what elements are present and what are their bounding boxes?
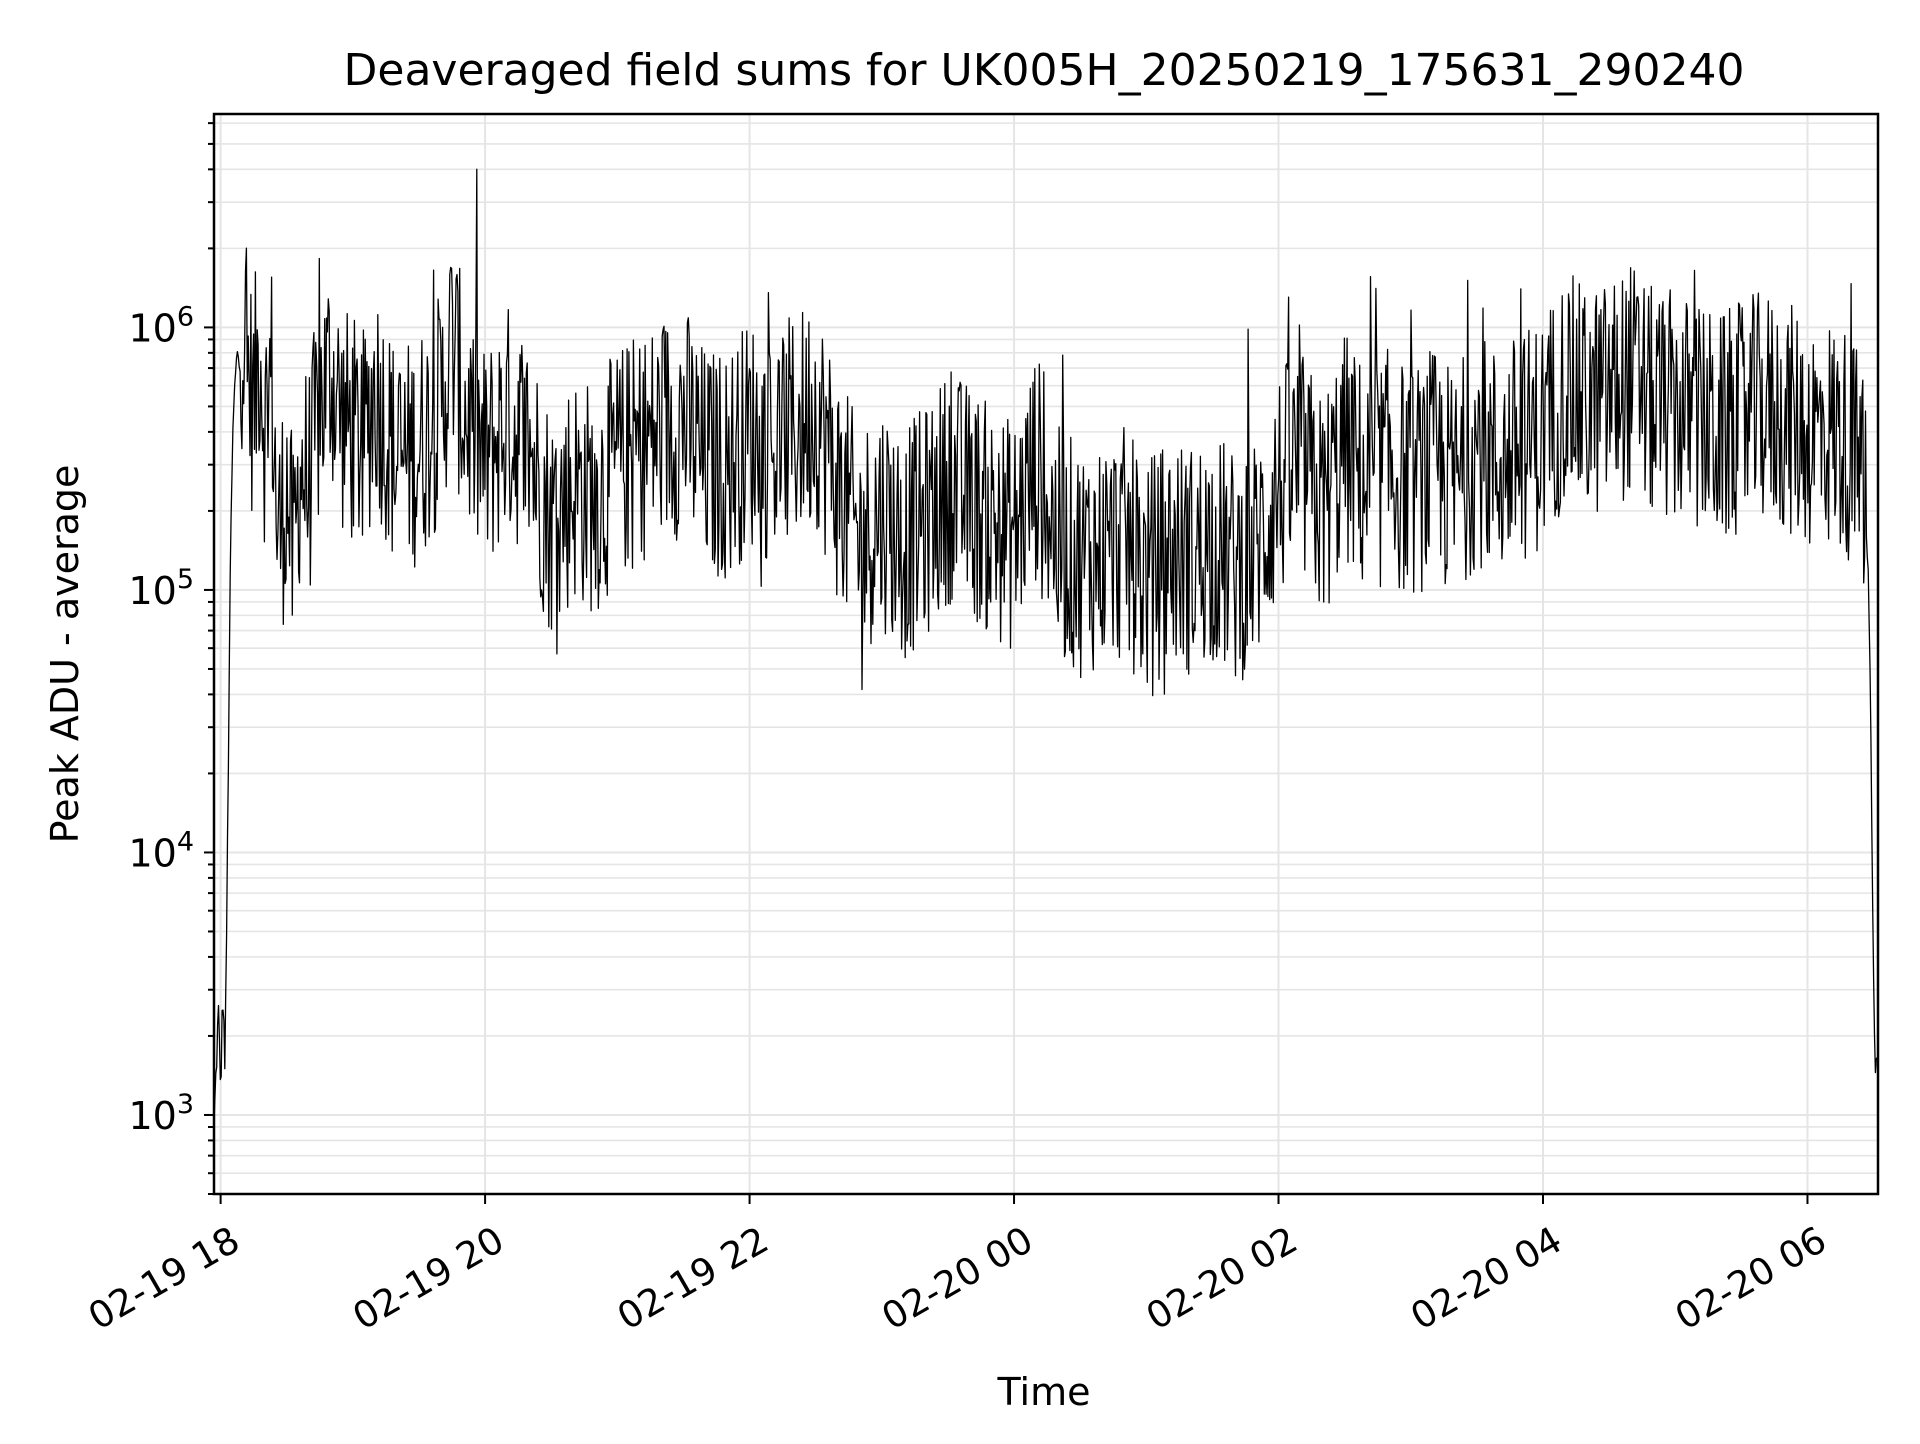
chart-title: Deaveraged field sums for UK005H_2025021… <box>344 45 1745 96</box>
y-tick-label: 105 <box>128 564 194 613</box>
y-axis-label: Peak ADU - average <box>43 465 87 844</box>
y-tick-label: 104 <box>128 826 194 875</box>
plot-frame <box>212 112 1880 1196</box>
y-tick-label: 103 <box>128 1089 194 1138</box>
x-axis-label: Time <box>997 1370 1091 1414</box>
series-layer <box>214 168 1878 1122</box>
y-tick-label: 106 <box>128 301 194 350</box>
series-line <box>214 168 1878 1122</box>
